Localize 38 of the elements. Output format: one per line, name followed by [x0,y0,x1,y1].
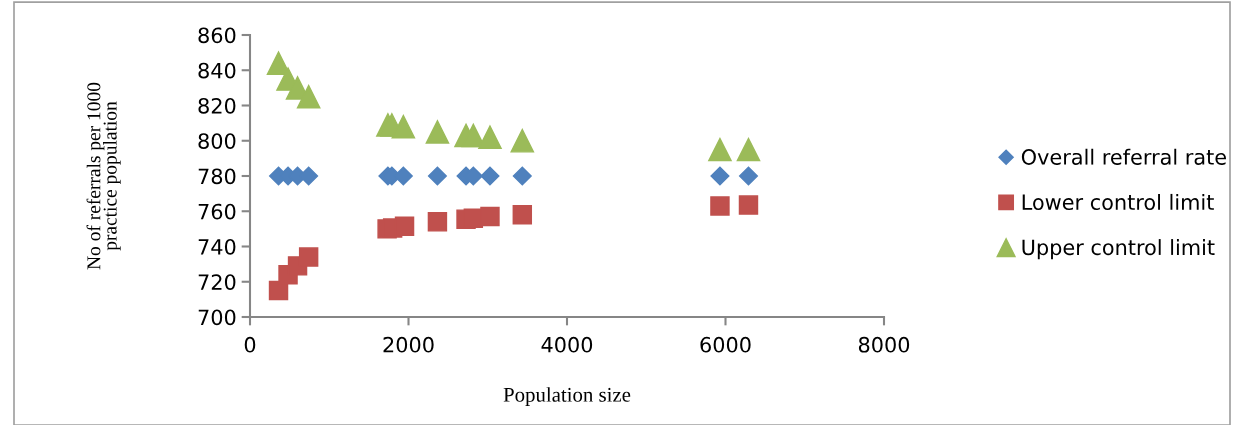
point [512,205,533,225]
point [391,114,416,139]
x-tick-label: 8000 [858,336,910,353]
x-tick-label: 0 [244,336,256,353]
point [478,125,502,150]
x-axis-title: Population size [503,387,631,407]
point [427,166,447,186]
legend-label: Lower control limit [1022,193,1214,211]
legend-label: Upper control limit [1022,239,1215,260]
y-tick-label: 700 [198,309,236,326]
y-tick-label: 820 [198,97,236,114]
x-tick-label: 6000 [700,336,751,353]
point [708,137,732,162]
point [394,216,415,236]
y-tick-label: 720 [198,274,236,290]
x-tick-label: 2000 [383,336,434,353]
point [710,196,730,216]
y-tick-label: 800 [198,133,236,149]
y-tick-label: 760 [198,203,236,220]
y-tick-label: 840 [198,62,236,79]
point [296,84,321,109]
point [738,195,759,215]
legend-label: Overall referral rate [1021,148,1226,165]
point [710,166,730,186]
point [512,166,532,186]
point [480,206,500,227]
point [510,128,535,153]
point [738,166,759,186]
point [425,120,450,144]
y-tick-label: 860 [198,27,236,44]
y-tick-label: 740 [198,238,236,255]
point [480,166,500,186]
point [736,137,761,162]
point [298,247,319,267]
y-tick-label: 780 [198,168,236,185]
x-tick-label: 4000 [541,336,593,353]
point [427,212,448,232]
y-axis-title: No of referrals per 1000 practice population [86,82,121,270]
